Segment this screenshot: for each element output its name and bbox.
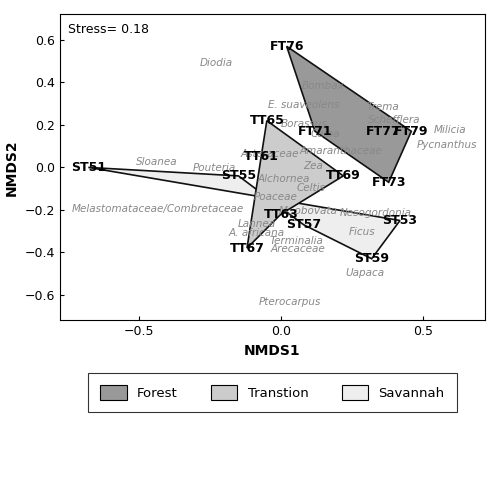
Text: Pycnanthus: Pycnanthus (416, 140, 477, 150)
Text: Amaranthaceae: Amaranthaceae (299, 147, 382, 157)
X-axis label: NMDS1: NMDS1 (244, 344, 301, 358)
Text: Nesogordonia: Nesogordonia (340, 208, 412, 218)
Text: TT63: TT63 (264, 208, 298, 221)
Text: Schefflera: Schefflera (368, 115, 420, 125)
Text: ST55: ST55 (221, 169, 256, 182)
Text: A. africana: A. africana (229, 228, 285, 238)
Text: TT61: TT61 (244, 150, 278, 163)
Text: Lannea: Lannea (238, 219, 276, 228)
Y-axis label: NMDS2: NMDS2 (5, 139, 19, 196)
Text: Ficus: Ficus (348, 227, 375, 237)
Polygon shape (286, 46, 412, 182)
Text: FT71: FT71 (298, 125, 332, 138)
Text: TT69: TT69 (326, 169, 360, 182)
Text: Poaceae: Poaceae (254, 192, 298, 202)
Text: Pterocarpus: Pterocarpus (258, 297, 320, 308)
Text: E. suaveolens: E. suaveolens (268, 100, 340, 110)
Text: Zea: Zea (304, 161, 324, 171)
Text: Ceiba: Ceiba (310, 130, 340, 139)
Text: Sloanea: Sloanea (136, 157, 177, 167)
Text: ST53: ST53 (382, 214, 418, 227)
Text: Alchornea: Alchornea (258, 174, 310, 184)
Text: FT73: FT73 (372, 176, 406, 189)
Text: Diodia: Diodia (200, 58, 232, 68)
Text: ST59: ST59 (354, 252, 389, 265)
Text: Celtis: Celtis (296, 183, 325, 193)
Text: Uapaca: Uapaca (345, 268, 384, 278)
Text: Bombax: Bombax (302, 80, 345, 91)
Text: Stress= 0.18: Stress= 0.18 (68, 23, 150, 36)
Polygon shape (247, 120, 344, 248)
Text: FT79: FT79 (394, 125, 428, 138)
Legend: Forest, Transtion, Savannah: Forest, Transtion, Savannah (88, 373, 456, 412)
Text: Milicia: Milicia (434, 125, 466, 135)
Polygon shape (88, 167, 400, 259)
Text: Melastomataceae/Combretaceae: Melastomataceae/Combretaceae (72, 204, 244, 214)
Text: ST51: ST51 (71, 161, 106, 174)
Text: Borassus: Borassus (280, 119, 327, 129)
Text: ST57: ST57 (286, 218, 321, 231)
Text: TT67: TT67 (230, 241, 264, 254)
Text: Pouteria: Pouteria (193, 163, 236, 174)
Text: Terminalia: Terminalia (270, 236, 324, 246)
Text: Asteraceae: Asteraceae (240, 148, 299, 159)
Text: TT65: TT65 (250, 114, 284, 127)
Text: Arecaceae: Arecaceae (270, 244, 326, 254)
Text: M. obovata: M. obovata (279, 206, 337, 216)
Text: Trema: Trema (366, 102, 400, 112)
Text: FT77: FT77 (366, 125, 400, 138)
Text: FT76: FT76 (270, 40, 304, 53)
